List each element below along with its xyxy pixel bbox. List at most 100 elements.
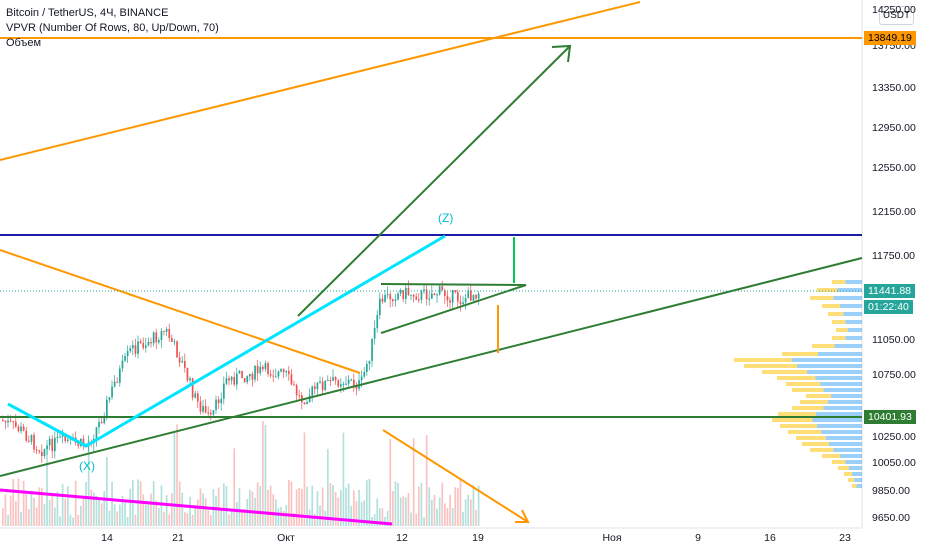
volume-bar (425, 435, 428, 526)
volume-bar (420, 482, 423, 526)
candle-body (436, 294, 438, 296)
volume-bar (272, 494, 275, 526)
volume-bar (48, 500, 51, 526)
candle-body (402, 289, 405, 299)
volume-bar (184, 512, 186, 526)
volume-bar (358, 489, 360, 526)
candle-body (30, 434, 33, 442)
wave-label-x: (X) (79, 459, 95, 473)
candle-body (220, 398, 223, 404)
candle-body (25, 430, 28, 441)
candle-body (100, 421, 103, 424)
volume-bar (41, 488, 43, 526)
volume-profile-row-up (845, 320, 862, 324)
volume-indicator-label[interactable]: Объем (6, 37, 42, 49)
volume-bar (355, 501, 358, 526)
candle-body (194, 393, 197, 398)
volume-bar (327, 448, 329, 526)
volume-bar (399, 497, 402, 526)
candle-body (446, 295, 449, 301)
candle-body (9, 420, 12, 422)
volume-bar (446, 507, 449, 526)
time-axis-tick: 23 (839, 532, 851, 544)
candle-body (137, 341, 139, 354)
candle-body (246, 376, 249, 383)
candle-body (119, 368, 121, 383)
candle-body (43, 448, 46, 457)
volume-bar (67, 486, 69, 526)
volume-profile-row-up (815, 376, 862, 380)
trendline-green-support (0, 257, 863, 477)
volume-profile-row-up (854, 478, 862, 482)
currency-button[interactable]: USDT (879, 6, 914, 25)
candle-body (441, 286, 444, 291)
candle-body (311, 386, 314, 396)
candle-body (108, 397, 111, 400)
price-axis-tick: 11750.00 (872, 250, 916, 262)
volume-profile-row-up (833, 296, 862, 300)
volume-profile-row-up (847, 328, 862, 332)
volume-bar (38, 487, 41, 526)
volume-bar (189, 496, 191, 526)
volume-profile-row-up (829, 442, 862, 446)
candle-body (425, 289, 428, 300)
volume-bar (225, 486, 228, 526)
volume-bar (243, 508, 246, 526)
candle-body (386, 294, 389, 296)
candle-body (379, 298, 381, 316)
symbol-title[interactable]: Bitcoin / TetherUS, 4Ч, BINANCE (6, 7, 169, 19)
candle-body (288, 370, 290, 375)
time-axis-tick: 16 (764, 532, 776, 544)
candle-body (199, 401, 202, 412)
volume-bar (238, 488, 241, 526)
candle-body (397, 293, 399, 300)
volume-profile-row-down (836, 328, 848, 332)
candle-body (451, 290, 454, 303)
volume-bar (415, 513, 418, 526)
volume-profile-row-down (838, 466, 849, 470)
volume-bar (303, 432, 306, 526)
volume-bar (475, 509, 477, 526)
candle-body (324, 381, 327, 391)
candle-body (259, 366, 262, 374)
volume-bar (25, 493, 28, 526)
candle-body (238, 370, 241, 374)
volume-profile-row-up (807, 370, 862, 374)
volume-bar (288, 479, 290, 526)
candle-body (293, 384, 295, 386)
volume-bar (319, 505, 321, 526)
volume-bar (72, 517, 74, 526)
volume-bar (176, 424, 178, 526)
candle-body (423, 289, 425, 292)
volume-profile-row-up (840, 454, 862, 458)
candle-body (4, 420, 7, 423)
candle-body (95, 427, 98, 439)
candle-body (103, 417, 106, 424)
volume-bar (142, 494, 145, 526)
candle-body (165, 328, 168, 332)
candle-body (116, 381, 119, 383)
price-axis-tick: 12150.00 (872, 206, 916, 218)
volume-profile-row-down (802, 442, 829, 446)
candle-body (316, 382, 319, 390)
volume-bar (467, 494, 470, 526)
volume-profile-row-down (796, 436, 826, 440)
volume-bar (103, 490, 106, 526)
volume-profile-row-up (840, 304, 862, 308)
candle-body (186, 367, 189, 381)
wave-line-cyan (7, 234, 446, 448)
candle-body (327, 380, 329, 382)
price-axis-tick: 9650.00 (872, 512, 910, 524)
vpvr-indicator-label[interactable]: VPVR (Number Of Rows, 80, Up/Down, 70) (6, 22, 219, 34)
volume-bar (459, 479, 462, 526)
volume-profile-row-down (832, 280, 846, 284)
volume-bar (441, 482, 444, 526)
volume-bar (113, 504, 116, 526)
candle-body (449, 300, 451, 303)
candle-body (269, 374, 272, 376)
candle-body (217, 399, 220, 404)
candle-body (178, 357, 181, 363)
trendline-orange-upper (0, 1, 641, 161)
